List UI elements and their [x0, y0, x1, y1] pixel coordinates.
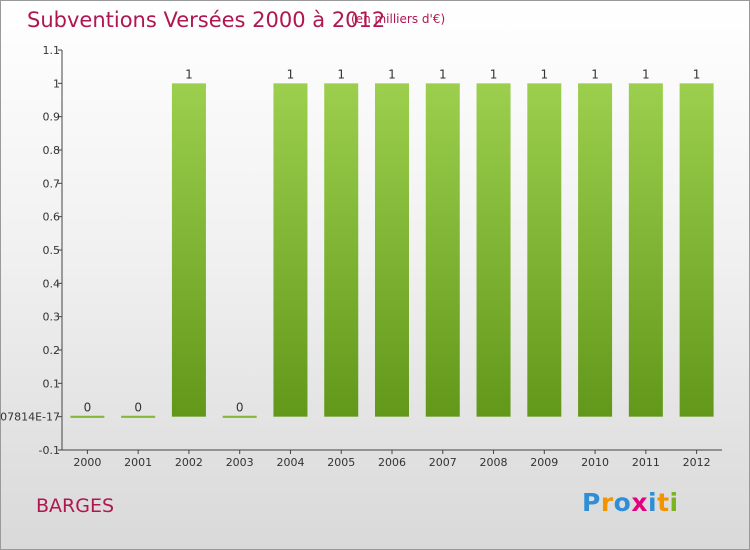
x-tick-label: 2003 [226, 456, 254, 469]
logo-letter: P [582, 488, 601, 517]
x-tick-label: 2001 [124, 456, 152, 469]
data-label: 0 [134, 401, 142, 415]
y-tick-label: 0.4 [43, 277, 61, 290]
y-tick-label: 0.1 [43, 377, 61, 390]
y-tick-label: 0.2 [43, 344, 61, 357]
x-tick-label: 2011 [632, 456, 660, 469]
chart-unit: (en milliers d'€) [351, 12, 446, 26]
y-tick-label: 0.6 [43, 211, 61, 224]
data-label: 1 [287, 67, 295, 81]
data-label: 1 [439, 67, 447, 81]
x-tick-label: 2012 [683, 456, 711, 469]
x-tick-label: 2005 [327, 456, 355, 469]
bar [425, 83, 460, 417]
data-label: 1 [337, 67, 345, 81]
bar [121, 415, 156, 418]
y-tick-label: 0.9 [43, 111, 61, 124]
chart-title: Subventions Versées 2000 à 2012 [27, 8, 386, 32]
x-tick-label: 2007 [429, 456, 457, 469]
data-label: 1 [591, 67, 599, 81]
bar [70, 415, 105, 418]
logo-letter: r [600, 488, 614, 517]
data-label: 1 [490, 67, 498, 81]
data-label: 0 [236, 401, 244, 415]
logo-letter: x [631, 488, 648, 517]
proxiti-logo: Proxiti [582, 488, 679, 517]
y-tick-label: 0.3 [43, 311, 61, 324]
data-label: 1 [540, 67, 548, 81]
bar [628, 83, 663, 417]
data-label: 1 [388, 67, 396, 81]
bar [375, 83, 409, 417]
bar [679, 83, 714, 417]
bar [324, 83, 359, 417]
y-tick-label: 0.8 [43, 144, 61, 157]
logo-letter: i [669, 488, 679, 517]
logo-letter: i [648, 488, 658, 517]
data-label: 1 [693, 67, 701, 81]
y-tick-label: 1 [53, 77, 60, 90]
bar [171, 83, 206, 417]
logo-letter: o [613, 488, 632, 517]
bar [273, 83, 308, 417]
x-tick-label: 2010 [581, 456, 609, 469]
y-tick-label: 1.3877787807814E-17 [0, 411, 60, 424]
x-tick-label: 2008 [480, 456, 508, 469]
logo-letter: t [657, 488, 670, 517]
x-tick-label: 2004 [276, 456, 304, 469]
x-tick-label: 2006 [378, 456, 406, 469]
data-label: 1 [642, 67, 650, 81]
x-tick-label: 2002 [175, 456, 203, 469]
y-tick-label: -0.1 [39, 444, 60, 457]
x-tick-label: 2000 [73, 456, 101, 469]
bar [527, 83, 562, 417]
y-tick-label: 1.1 [43, 44, 61, 57]
y-tick-label: 0.5 [43, 244, 61, 257]
y-tick-label: 0.7 [43, 177, 61, 190]
data-label: 0 [84, 401, 92, 415]
data-label: 1 [185, 67, 193, 81]
bar [578, 83, 613, 417]
bar [222, 415, 257, 418]
x-tick-label: 2009 [530, 456, 558, 469]
commune-name: BARGES [36, 495, 115, 517]
bar [476, 83, 511, 417]
